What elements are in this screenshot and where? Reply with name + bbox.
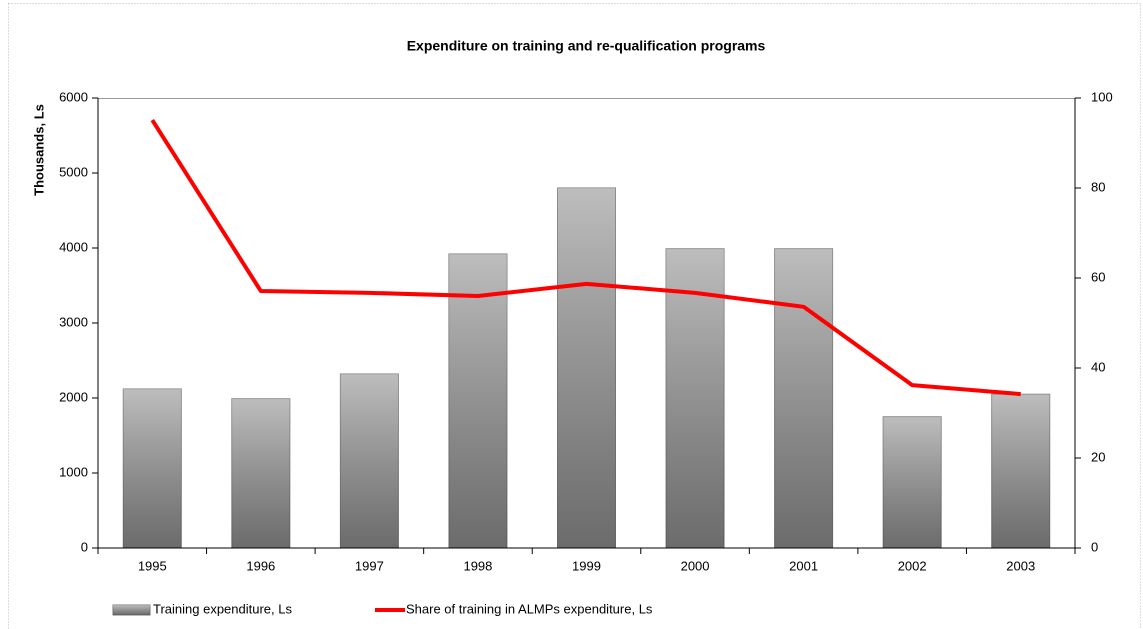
y-axis-label: Thousands, Ls <box>31 104 46 196</box>
bar-shade <box>774 248 833 548</box>
y-tick-label: 6000 <box>59 89 88 104</box>
bar-shade <box>340 374 399 548</box>
y2-tick-label: 100 <box>1091 89 1113 104</box>
x-tick-label: 2001 <box>789 558 818 573</box>
legend-swatch-shade <box>113 605 150 615</box>
x-tick-label: 1996 <box>246 558 275 573</box>
y-tick-label: 0 <box>81 539 88 554</box>
chart-frame <box>8 3 1141 629</box>
bar-shade <box>991 394 1050 548</box>
legend-label: Training expenditure, Ls <box>153 601 292 616</box>
y2-tick-label: 40 <box>1091 359 1105 374</box>
y-tick-label: 4000 <box>59 239 88 254</box>
y-tick-label: 2000 <box>59 389 88 404</box>
x-tick-label: 1995 <box>138 558 167 573</box>
y-tick-label: 3000 <box>59 314 88 329</box>
y2-tick-label: 80 <box>1091 179 1105 194</box>
bar-shade <box>123 389 182 548</box>
x-tick-label: 1999 <box>572 558 601 573</box>
legend-label: Share of training in ALMPs expenditure, … <box>406 601 653 616</box>
bar-shade <box>448 254 507 548</box>
y2-tick-label: 20 <box>1091 449 1105 464</box>
x-tick-label: 2003 <box>1006 558 1035 573</box>
bar-shade <box>557 188 616 548</box>
y-tick-label: 1000 <box>59 464 88 479</box>
x-tick-label: 1997 <box>355 558 384 573</box>
line <box>150 118 1021 397</box>
x-tick-label: 1998 <box>463 558 492 573</box>
y2-tick-label: 60 <box>1091 269 1105 284</box>
bar-shade <box>231 398 290 548</box>
bar-shade <box>883 416 942 548</box>
chart-title: Expenditure on training and re-qualifica… <box>407 38 766 54</box>
y2-tick-label: 0 <box>1091 539 1098 554</box>
x-tick-label: 2002 <box>898 558 927 573</box>
x-tick-label: 2000 <box>681 558 710 573</box>
bar-shade <box>666 248 725 548</box>
y-tick-label: 5000 <box>59 164 88 179</box>
